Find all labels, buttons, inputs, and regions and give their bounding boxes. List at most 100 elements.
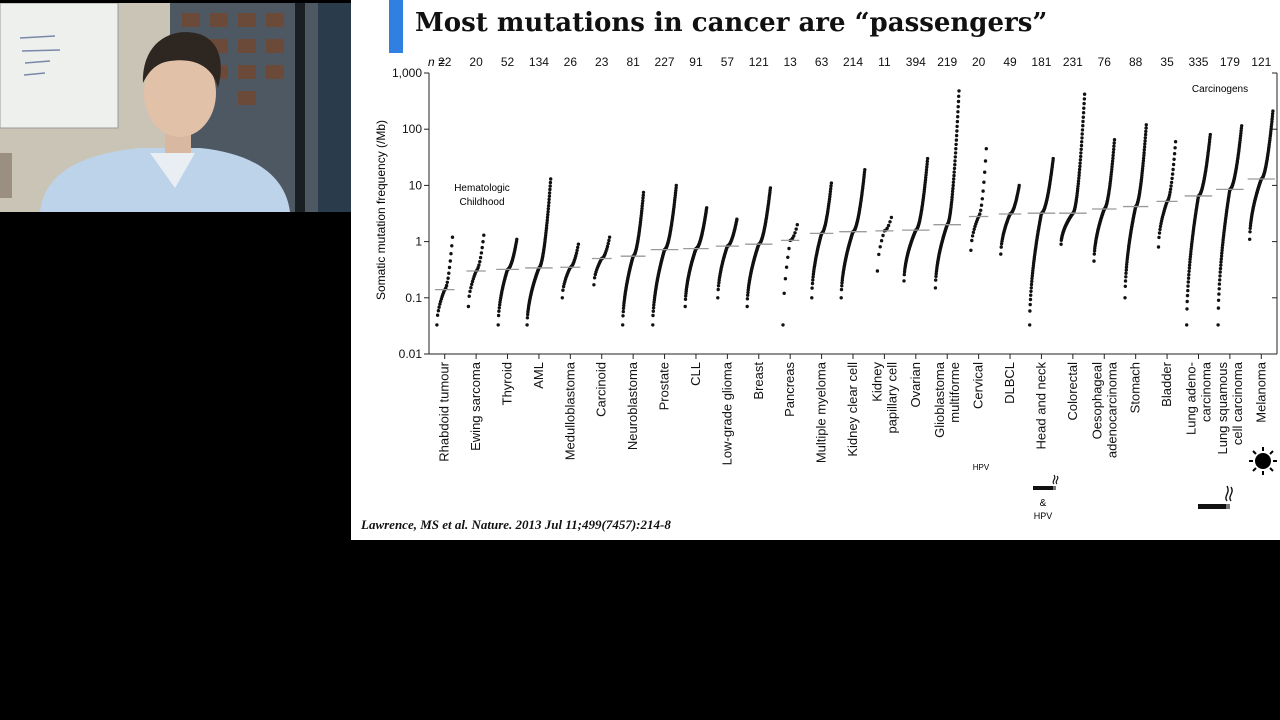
- data-point: [1185, 293, 1190, 298]
- data-point: [641, 190, 646, 195]
- data-point: [717, 281, 721, 285]
- data-point: [1142, 151, 1146, 155]
- data-point: [954, 147, 958, 151]
- data-point: [1143, 139, 1147, 143]
- data-point: [1081, 111, 1086, 115]
- data-point: [969, 248, 973, 252]
- data-point: [466, 304, 471, 309]
- n-count-label: 63: [815, 55, 829, 69]
- data-point: [1111, 153, 1115, 158]
- data-point: [1029, 282, 1034, 287]
- data-point: [496, 323, 500, 327]
- mutation-frequency-chart: 0.01 0.1 1 10 100 1,000 22 Rhabdoid tumour 20 Ew…: [374, 55, 1278, 521]
- data-point: [546, 212, 550, 217]
- n-count-label: 227: [655, 55, 675, 69]
- data-point: [470, 282, 474, 287]
- data-point: [1079, 154, 1083, 159]
- data-point: [951, 183, 955, 188]
- data-point: [544, 226, 549, 230]
- data-point: [934, 274, 938, 279]
- data-point: [1270, 117, 1274, 121]
- data-point: [934, 278, 938, 282]
- category-label: Thyroid: [500, 362, 515, 405]
- data-point: [955, 124, 959, 129]
- category-label: Prostate: [657, 362, 672, 410]
- data-point: [1239, 131, 1243, 135]
- category-label: Stomach: [1128, 362, 1143, 413]
- category-label: Kidneypapillary cell: [869, 362, 899, 434]
- n-count-label: 23: [595, 55, 609, 69]
- data-point: [1125, 262, 1129, 267]
- data-point: [793, 231, 797, 235]
- data-point: [1187, 273, 1191, 277]
- data-point: [1171, 162, 1176, 167]
- data-point: [548, 184, 552, 188]
- data-point: [983, 170, 987, 174]
- data-point: [1188, 260, 1192, 264]
- data-point: [999, 252, 1003, 256]
- data-point: [811, 272, 816, 276]
- data-point: [1185, 323, 1189, 327]
- data-point: [1031, 268, 1035, 273]
- data-point: [674, 188, 678, 193]
- data-point: [673, 191, 678, 195]
- data-point: [957, 94, 961, 99]
- n-count-label: 22: [438, 55, 452, 69]
- annotation-hpv-cervical: HPV: [973, 463, 990, 472]
- data-point: [467, 294, 471, 298]
- data-point: [1124, 271, 1128, 275]
- n-count-label: 20: [469, 55, 483, 69]
- data-point: [1081, 119, 1085, 124]
- data-point: [1141, 159, 1146, 163]
- data-point: [1111, 150, 1116, 155]
- data-point: [863, 168, 867, 172]
- data-point: [1216, 306, 1221, 310]
- data-point: [470, 279, 475, 284]
- n-count-label: 88: [1129, 55, 1143, 69]
- category-label: Ewing sarcoma: [468, 361, 483, 451]
- data-point: [445, 280, 449, 284]
- data-point: [1142, 153, 1146, 158]
- n-count-label: 335: [1188, 55, 1208, 69]
- data-point: [1218, 274, 1222, 278]
- data-point: [674, 186, 678, 190]
- data-point: [1144, 126, 1148, 130]
- data-point: [607, 235, 612, 239]
- data-point: [683, 297, 688, 301]
- data-point: [950, 189, 955, 194]
- data-point: [811, 275, 815, 279]
- data-point: [839, 287, 844, 292]
- category-label: Cervical: [971, 362, 986, 409]
- sun-icon: [1249, 447, 1277, 475]
- data-point: [1217, 282, 1222, 286]
- data-point: [547, 197, 551, 202]
- data-point: [1078, 161, 1082, 165]
- data-point: [1076, 184, 1080, 188]
- data-point: [450, 244, 454, 248]
- data-point: [1168, 187, 1173, 191]
- data-point: [621, 309, 625, 314]
- n-count-label: 35: [1160, 55, 1174, 69]
- data-point: [795, 223, 799, 227]
- category-label: Lung adeno-carcinoma: [1183, 361, 1213, 435]
- data-point: [1125, 260, 1129, 264]
- data-point: [547, 191, 552, 195]
- data-point: [547, 200, 551, 205]
- data-point: [1080, 140, 1084, 144]
- data-point: [1189, 249, 1193, 254]
- n-count-label: 13: [784, 55, 798, 69]
- data-point: [983, 159, 988, 163]
- data-point: [545, 223, 549, 228]
- n-count-label: 52: [501, 55, 515, 69]
- data-point: [1028, 323, 1032, 327]
- data-point: [1081, 115, 1085, 119]
- data-point: [782, 291, 786, 295]
- data-point: [621, 314, 625, 318]
- data-point: [1078, 158, 1083, 162]
- y-tick-label: 10: [409, 178, 423, 192]
- data-point: [640, 204, 644, 208]
- data-point: [1240, 124, 1244, 128]
- data-point: [1186, 288, 1190, 293]
- data-point: [781, 323, 785, 327]
- data-point: [549, 177, 553, 181]
